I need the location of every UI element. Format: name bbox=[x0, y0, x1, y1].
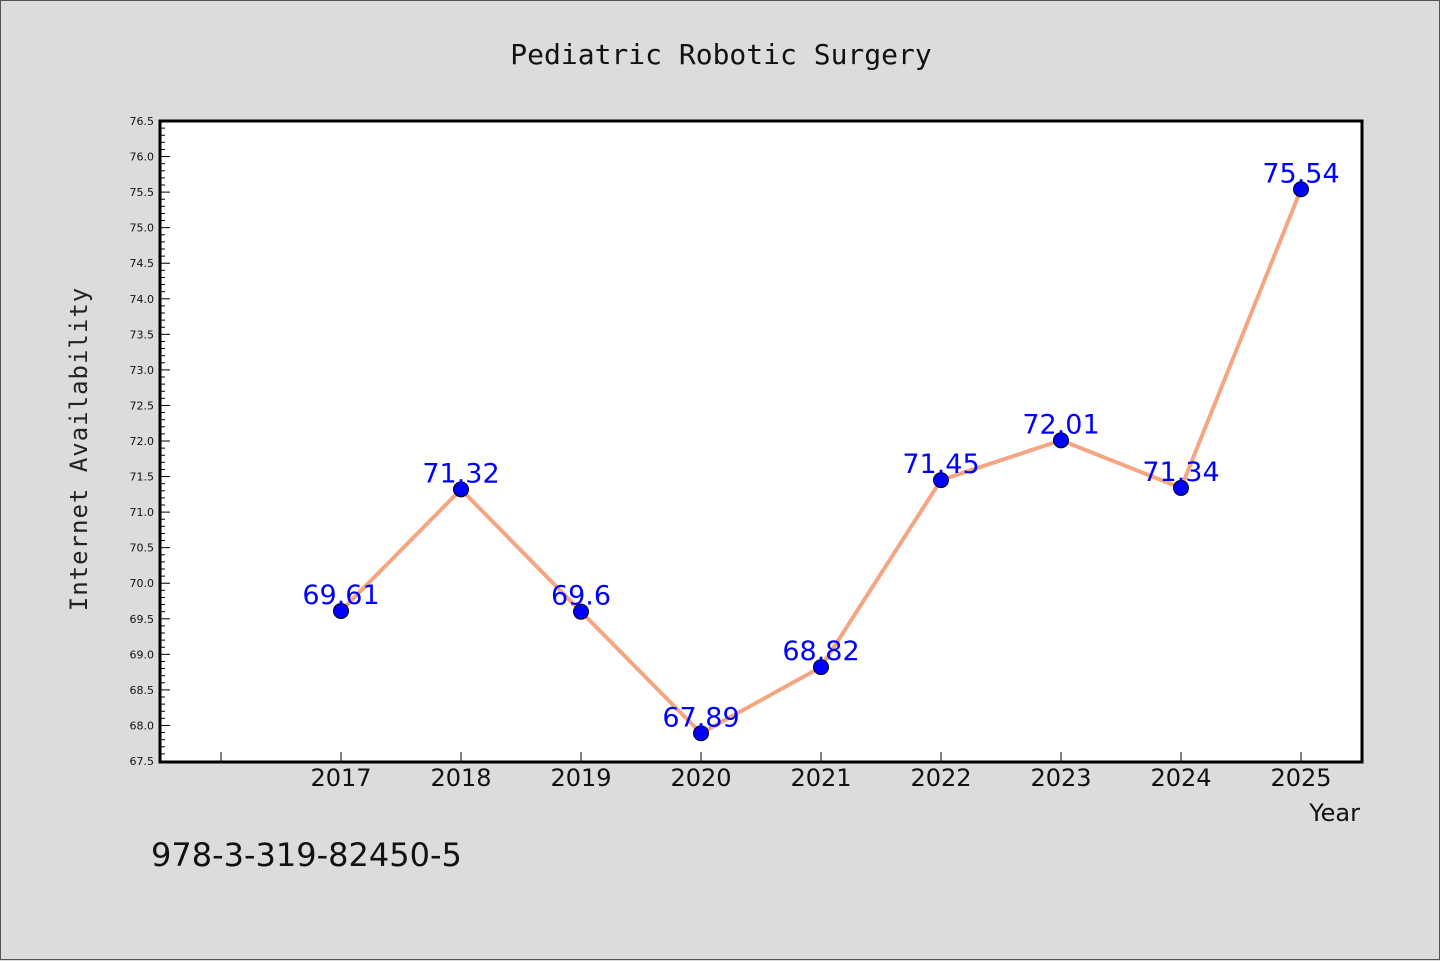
x-tick-label: 2021 bbox=[790, 764, 851, 792]
data-label: 75.54 bbox=[1262, 158, 1339, 189]
data-point bbox=[933, 472, 949, 489]
data-label: 71.32 bbox=[422, 458, 499, 489]
y-tick-label: 74.0 bbox=[130, 293, 155, 306]
y-tick-label: 76.5 bbox=[130, 115, 155, 128]
data-label: 69.6 bbox=[551, 581, 611, 612]
y-tick-label: 70.5 bbox=[130, 542, 155, 555]
data-point bbox=[1293, 181, 1309, 198]
data-label: 69.61 bbox=[302, 580, 379, 611]
data-point bbox=[693, 725, 709, 742]
y-tick-label: 75.5 bbox=[130, 186, 155, 199]
data-point bbox=[813, 659, 829, 676]
y-tick-label: 68.5 bbox=[130, 684, 155, 697]
data-point bbox=[453, 481, 469, 498]
y-tick-label: 74.5 bbox=[130, 257, 155, 270]
series-group: 69.61 71.32 69.6 67.89 68.82 71.45 72.01 71.34 7… bbox=[302, 158, 1340, 742]
data-point bbox=[333, 602, 349, 619]
data-label: 68.82 bbox=[782, 636, 859, 667]
y-axis-label: Internet Availability bbox=[65, 287, 93, 611]
y-tick-label: 71.5 bbox=[130, 471, 155, 484]
y-axis: 67.5 68.0 68.5 69.0 69.5 70.0 70.5 71.0 71.5 72.0… bbox=[130, 115, 170, 768]
x-tick-label: 2024 bbox=[1150, 764, 1211, 792]
y-tick-label: 69.5 bbox=[130, 613, 155, 626]
x-tick-label: 2025 bbox=[1270, 764, 1331, 792]
x-tick-label: 2023 bbox=[1030, 764, 1091, 792]
y-tick-label: 67.5 bbox=[130, 755, 155, 768]
data-label: 67.89 bbox=[662, 702, 739, 733]
footer-isbn: 978-3-319-82450-5 bbox=[151, 836, 462, 874]
data-label: 72.01 bbox=[1022, 409, 1099, 440]
y-tick-label: 75.0 bbox=[130, 222, 155, 235]
x-tick-label: 2022 bbox=[910, 764, 971, 792]
y-tick-label: 72.0 bbox=[130, 435, 155, 448]
data-label: 71.45 bbox=[902, 449, 979, 480]
y-tick-label: 71.0 bbox=[130, 506, 155, 519]
y-tick-label: 69.0 bbox=[130, 648, 155, 661]
x-tick-label: 2019 bbox=[550, 764, 611, 792]
chart-title: Pediatric Robotic Surgery bbox=[510, 38, 931, 71]
data-label: 71.34 bbox=[1142, 457, 1219, 488]
y-tick-label: 70.0 bbox=[130, 577, 155, 590]
plot-area bbox=[158, 119, 1364, 764]
y-tick-label: 73.0 bbox=[130, 364, 155, 377]
y-tick-label: 76.0 bbox=[130, 151, 155, 164]
x-tick-label: 2020 bbox=[670, 764, 731, 792]
data-point bbox=[1053, 432, 1069, 449]
data-point bbox=[1173, 479, 1189, 496]
x-tick-label: 2017 bbox=[310, 764, 371, 792]
x-axis: 2017 2018 2019 2020 2021 2022 2023 2024 2025 bbox=[220, 752, 1332, 792]
data-point bbox=[573, 603, 589, 620]
y-tick-label: 73.5 bbox=[130, 328, 155, 341]
x-axis-label: Year bbox=[1308, 799, 1360, 827]
x-tick-label: 2018 bbox=[430, 764, 491, 792]
y-tick-label: 68.0 bbox=[130, 719, 155, 732]
y-tick-label: 72.5 bbox=[130, 399, 155, 412]
